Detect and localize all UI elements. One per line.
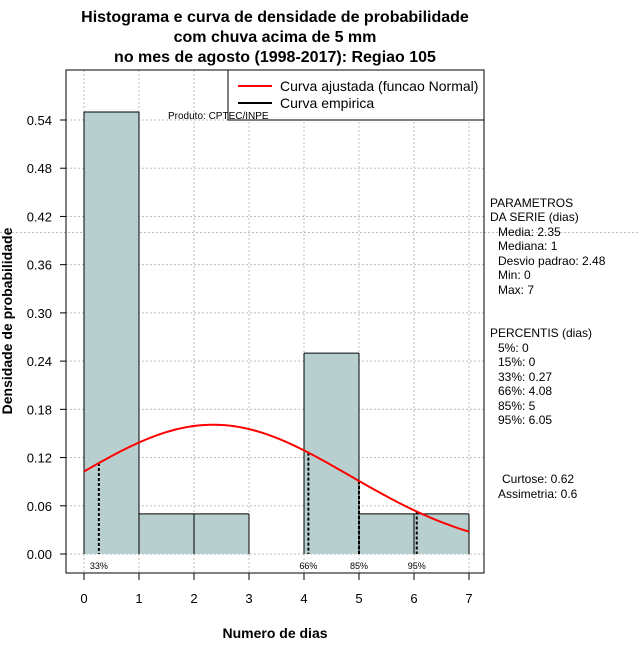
legend-fitted-label: Curva ajustada (funcao Normal) <box>280 78 478 94</box>
y-tick-label: 0.00 <box>27 547 52 562</box>
parameter-line: Min: 0 <box>498 268 531 282</box>
histogram-bar <box>359 513 414 554</box>
y-tick-label: 0.18 <box>27 402 52 417</box>
skewness-label: Assimetria: 0.6 <box>498 487 578 501</box>
x-tick-label: 0 <box>80 591 87 606</box>
percentile-line: 66%: 4.08 <box>498 384 552 398</box>
percentile-line: 95%: 6.05 <box>498 413 552 427</box>
shape-stats: Curtose: 0.62 Assimetria: 0.6 <box>498 472 578 501</box>
histogram-bar <box>304 353 359 554</box>
y-tick-label: 0.54 <box>27 113 52 128</box>
y-tick-label: 0.24 <box>27 354 52 369</box>
percentile-line: 5%: 0 <box>498 341 529 355</box>
percentiles-header: PERCENTIS (dias) <box>490 326 592 340</box>
chart-title-line-1: Histograma e curva de densidade de proba… <box>81 9 469 26</box>
percentile-line: 85%: 5 <box>498 399 536 413</box>
y-tick-label: 0.12 <box>27 451 52 466</box>
parameter-line: Desvio padrao: 2.48 <box>498 254 606 268</box>
histogram-bar <box>414 513 469 554</box>
x-axis-title: Numero de dias <box>222 625 327 641</box>
percentile-marker-layer: 33% 66% 85% 95% <box>90 452 426 571</box>
y-axis-title: Densidade de probabilidade <box>0 227 15 414</box>
x-tick-label: 6 <box>410 591 417 606</box>
x-tick-label: 7 <box>465 591 472 606</box>
fitted-normal-curve <box>83 423 470 533</box>
chart-title-line-3: no mes de agosto (1998-2017): Regiao 105 <box>114 49 436 66</box>
percentile-line: 33%: 0.27 <box>498 370 552 384</box>
chart-title-line-2: com chuva acima de 5 mm <box>174 29 377 46</box>
histogram-bar <box>194 513 249 554</box>
parameter-line: Mediana: 1 <box>498 239 558 253</box>
percentile-marker-label: 66% <box>299 561 317 571</box>
axis-layer: 0.00 0.06 0.12 0.18 0.24 0.30 0.36 0.42 0.48 0.54… <box>27 113 473 606</box>
histogram-bar <box>139 513 194 554</box>
x-tick-label: 1 <box>135 591 142 606</box>
y-tick-label: 0.30 <box>27 306 52 321</box>
percentiles-panel: PERCENTIS (dias) 5%: 0 15%: 0 33%: 0.27 … <box>490 326 592 427</box>
x-tick-label: 5 <box>355 591 362 606</box>
y-tick-label: 0.48 <box>27 161 52 176</box>
legend-box <box>227 69 485 121</box>
percentile-marker-label: 85% <box>350 561 368 571</box>
y-tick-label: 0.06 <box>27 499 52 514</box>
x-tick-label: 3 <box>245 591 252 606</box>
legend-empirical-label: Curva empirica <box>280 95 374 111</box>
legend: Curva ajustada (funcao Normal) Curva emp… <box>227 69 485 121</box>
series-parameters: PARAMETROS DA SERIE (dias) Media: 2.35 M… <box>490 196 606 297</box>
parameter-line: Max: 7 <box>498 283 534 297</box>
kurtosis-label: Curtose: 0.62 <box>502 472 574 486</box>
parameter-line: Media: 2.35 <box>498 225 561 239</box>
product-label: Produto: CPTEC/INPE <box>168 111 269 122</box>
x-tick-label: 4 <box>300 591 307 606</box>
histogram-bar <box>84 111 139 555</box>
y-tick-label: 0.36 <box>27 258 52 273</box>
parameters-header-1: PARAMETROS <box>490 196 573 210</box>
percentile-line: 15%: 0 <box>498 355 536 369</box>
percentile-marker-label: 33% <box>90 561 108 571</box>
parameters-header-2: DA SERIE (dias) <box>490 210 579 224</box>
x-tick-label: 2 <box>190 591 197 606</box>
y-tick-label: 0.42 <box>27 209 52 224</box>
bar-layer <box>83 111 470 555</box>
percentile-marker-label: 95% <box>408 561 426 571</box>
